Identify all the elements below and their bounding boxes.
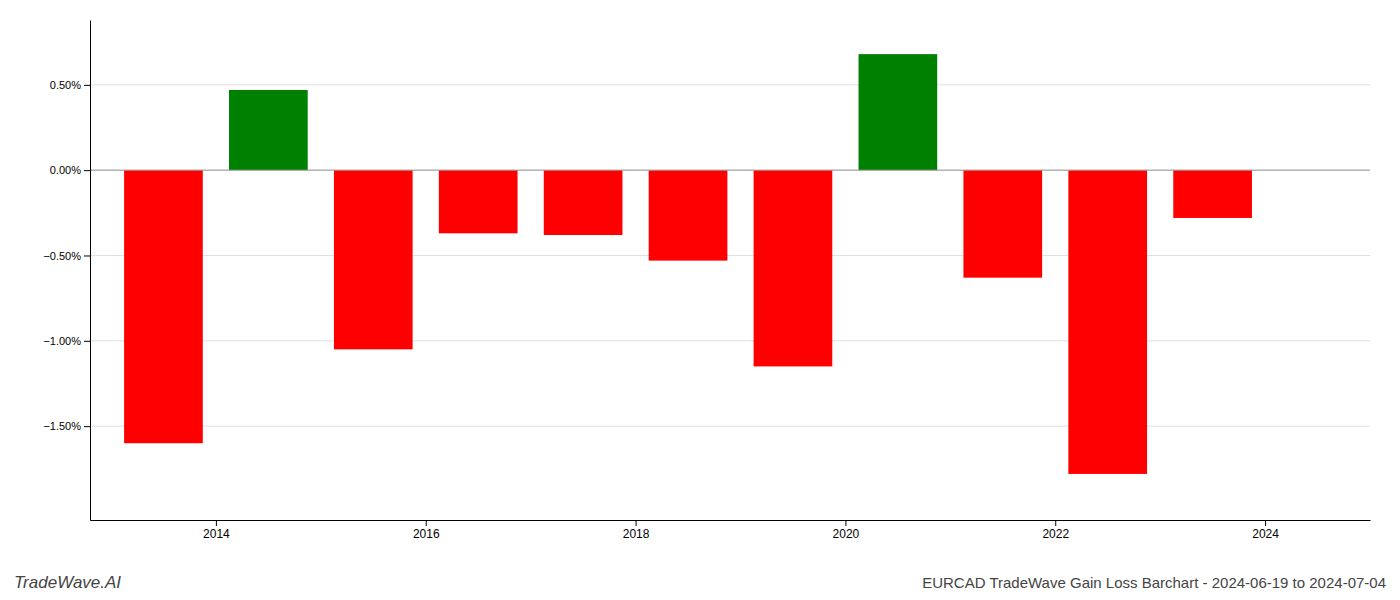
y-tick-label: 0.50% [50,79,81,91]
y-tick-mark [84,426,90,427]
y-tick-label: −1.00% [43,335,81,347]
bar [229,90,308,170]
y-tick-mark [84,255,90,256]
x-tick-mark [216,520,217,526]
x-tick: 2024 [1252,520,1279,541]
x-tick-mark [426,520,427,526]
bar [649,170,728,260]
plot-area: 2014 2016 2018 2020 2022 2024 −1.50% −1.00% −0.5… [43,21,1370,541]
title: EURCAD TradeWave Gain Loss Barchart - 20… [922,574,1386,591]
y-tick-label: −1.50% [43,420,81,432]
bar [859,54,938,170]
x-tick-mark [1055,520,1056,526]
y-tick: −1.00% [43,335,90,347]
bar [754,170,833,366]
y-tick-mark [84,341,90,342]
y-axis-line [90,21,91,521]
chart: 2014 2016 2018 2020 2022 2024 −1.50% −1.00% −0.5… [0,0,1400,600]
x-tick: 2018 [623,520,650,541]
bar [1173,170,1252,218]
bar [963,170,1042,278]
grid-line [90,340,1370,341]
x-axis-line [91,520,1371,521]
grid-line [90,170,1370,171]
x-tick-label: 2020 [833,527,860,541]
subtitle: TradeWave.AI [14,573,121,592]
x-tick-mark [1265,520,1266,526]
y-axis: −1.50% −1.00% −0.50% 0.00% 0.50% [43,21,90,521]
x-tick-label: 2014 [203,527,230,541]
x-tick-label: 2024 [1252,527,1279,541]
grid-line [90,426,1370,427]
grid [90,85,1370,426]
bar [334,170,413,349]
bar [439,170,518,233]
y-tick: −1.50% [43,420,90,432]
y-tick: −0.50% [43,250,90,262]
x-tick: 2022 [1042,520,1069,541]
bar [124,170,203,443]
x-tick-mark [636,520,637,526]
bar [1068,170,1147,474]
y-tick-mark [84,85,90,86]
y-tick: 0.50% [50,79,90,91]
x-tick: 2020 [833,520,860,541]
zero-line [90,170,1370,171]
x-tick: 2016 [413,520,440,541]
y-tick-label: −0.50% [43,250,81,262]
x-tick-label: 2018 [623,527,650,541]
grid-line [90,255,1370,256]
y-tick-label: 0.00% [50,164,81,176]
x-axis: 2014 2016 2018 2020 2022 2024 [91,520,1371,541]
x-tick-mark [845,520,846,526]
y-tick-mark [84,170,90,171]
x-tick-label: 2022 [1042,527,1069,541]
x-tick-label: 2016 [413,527,440,541]
bar [544,170,623,235]
grid-line [90,84,1370,85]
bars [124,54,1252,474]
y-tick: 0.00% [50,164,90,176]
x-tick: 2014 [203,520,230,541]
